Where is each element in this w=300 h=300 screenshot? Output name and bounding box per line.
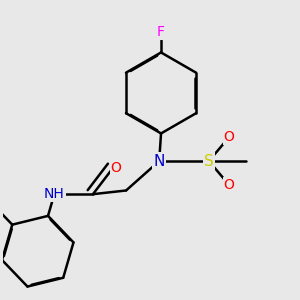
Text: O: O (224, 178, 235, 192)
Text: O: O (111, 161, 122, 175)
Text: O: O (224, 130, 235, 144)
Text: N: N (154, 154, 165, 169)
Text: NH: NH (44, 187, 65, 201)
Text: S: S (204, 154, 214, 169)
Text: F: F (157, 25, 165, 39)
